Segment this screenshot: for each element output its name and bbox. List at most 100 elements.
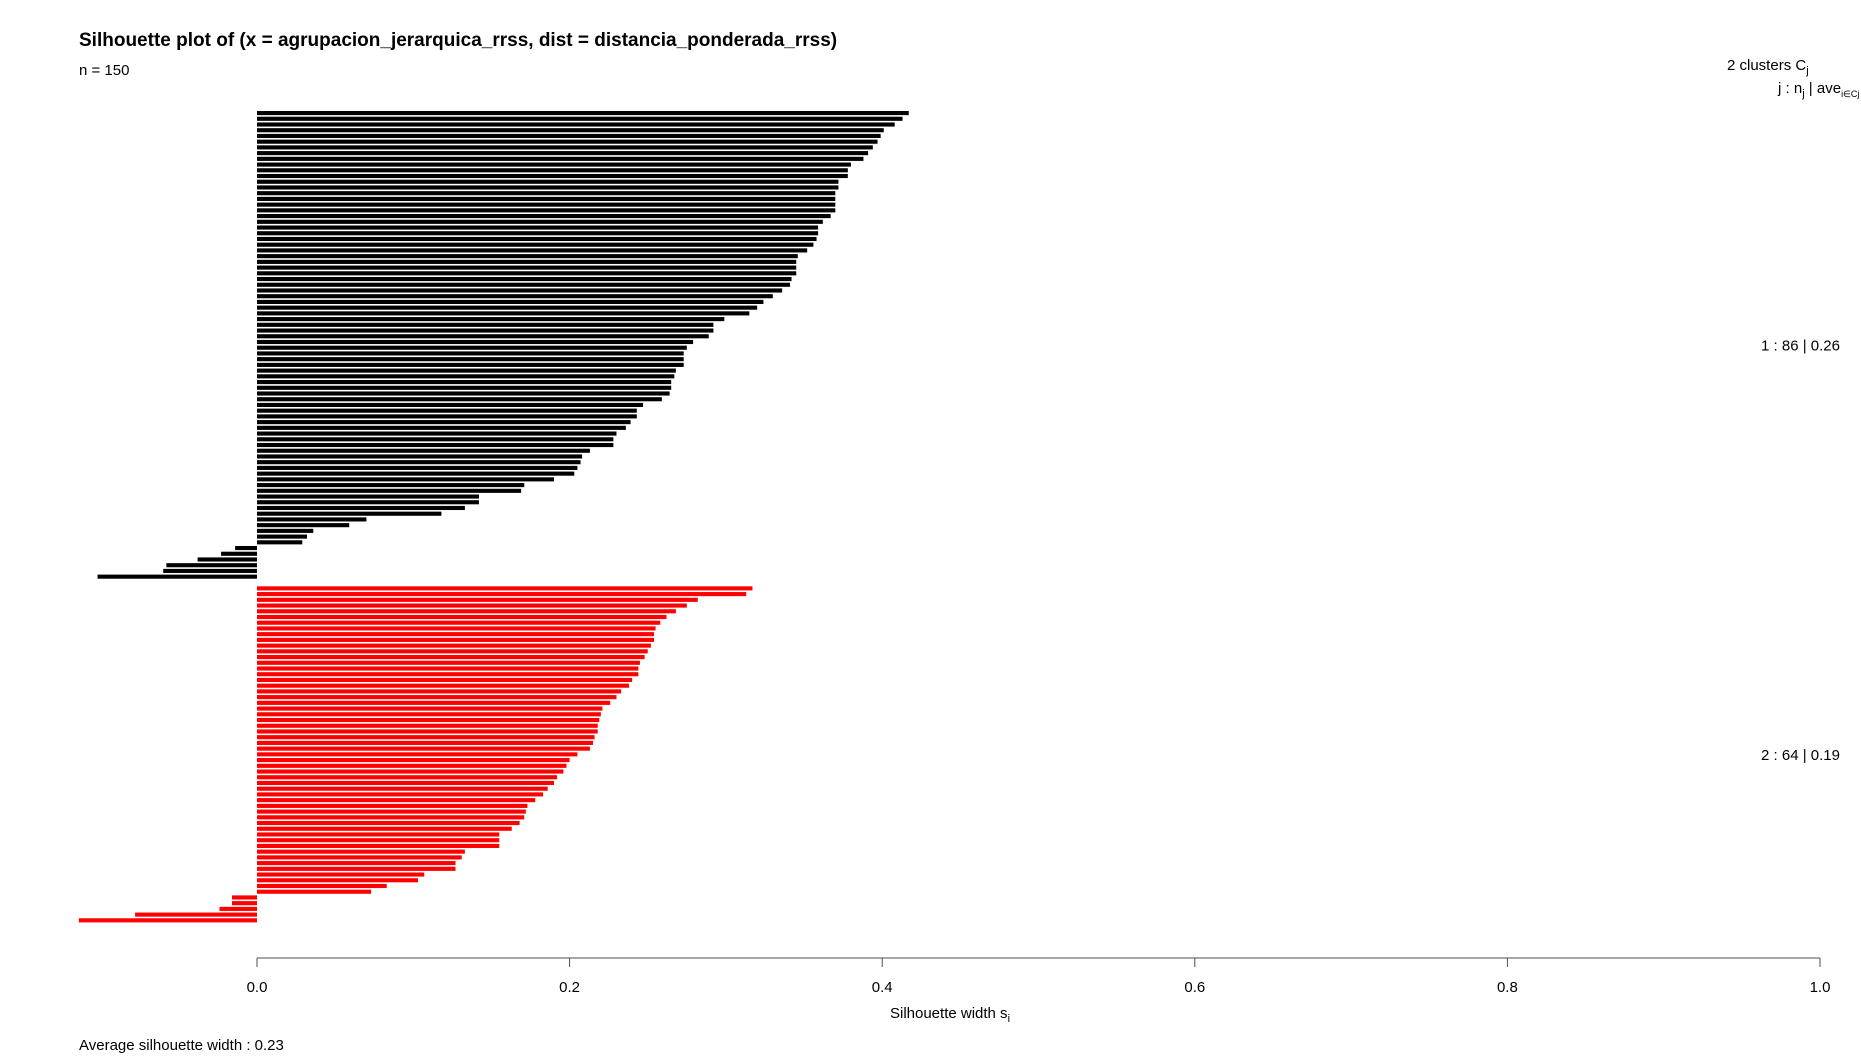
silhouette-bar-c1-62 [257,460,581,465]
silhouette-bar-c2-56 [231,901,257,906]
silhouette-bar-c1-4 [257,128,884,133]
silhouette-bar-c1-45 [257,362,684,367]
silhouette-bar-c1-21 [257,225,819,230]
silhouette-bar-c2-44 [257,832,500,837]
silhouette-bar-c1-65 [257,477,554,482]
silhouette-bar-c1-40 [257,334,709,339]
silhouette-bar-c1-49 [257,385,672,390]
silhouette-bar-c1-78 [221,551,257,556]
silhouette-bar-c1-51 [257,397,662,402]
silhouette-bar-c1-41 [257,339,694,345]
silhouette-bar-c1-1 [257,111,909,116]
silhouette-bar-c2-21 [257,700,611,705]
silhouette-bar-c2-24 [257,717,600,723]
x-tick-label-1: 0.2 [559,979,580,996]
silhouette-bar-c2-58 [135,912,257,917]
silhouette-bar-c1-42 [257,345,687,350]
silhouette-bar-c2-32 [257,763,567,768]
x-tick-label-5: 1.0 [1810,979,1831,996]
silhouette-bar-c2-14 [257,660,640,665]
silhouette-bar-c2-4 [257,603,687,608]
silhouette-bar-c1-22 [257,231,819,236]
silhouette-bar-c2-8 [257,626,656,631]
silhouette-bar-c2-16 [257,672,639,677]
silhouette-bar-c2-42 [257,820,520,826]
legend-header-line1-sub: j [1805,65,1808,77]
silhouette-bar-c1-46 [257,368,676,373]
silhouette-bar-c1-3 [257,122,895,127]
silhouette-bar-c1-10 [257,162,851,167]
silhouette-bar-c2-11 [257,643,651,648]
x-axis-label-text: Silhouette width s [890,1005,1008,1022]
silhouette-bar-c1-17 [257,202,836,207]
legend-header-line2-sub2: i∈Cj [1841,89,1859,99]
silhouette-bar-c2-26 [257,729,598,734]
silhouette-bar-c1-55 [257,420,631,425]
silhouette-bar-c2-5 [257,609,676,614]
silhouette-bar-c1-67 [257,488,522,493]
silhouette-bar-c2-6 [257,614,667,620]
silhouette-bar-c1-56 [257,425,626,430]
silhouette-bar-c1-27 [257,259,797,264]
silhouette-bar-c2-3 [257,597,698,602]
silhouette-bar-c2-49 [257,861,456,866]
silhouette-bar-c2-43 [257,826,512,831]
legend-header-line2: j : nj | avei∈Cj [1777,80,1859,100]
silhouette-bar-c1-37 [257,317,725,322]
silhouette-bar-c2-46 [257,843,500,848]
x-axis-label: Silhouette width si [890,1005,1010,1025]
silhouette-bar-c1-31 [257,282,790,287]
silhouette-bar-c1-44 [257,357,684,362]
average-silhouette-width: Average silhouette width : 0.23 [79,1037,284,1054]
silhouette-bar-c2-20 [257,695,617,700]
silhouette-bar-c1-26 [257,254,798,259]
silhouette-bar-c1-76 [257,540,303,545]
silhouette-bar-c1-80 [166,563,257,568]
silhouette-bar-c2-30 [257,752,578,757]
silhouette-bar-c1-72 [257,517,367,522]
silhouette-bar-c2-38 [257,798,536,803]
silhouette-bar-c1-43 [257,351,684,356]
x-tick-label-4: 0.8 [1497,979,1518,996]
silhouette-bar-c1-81 [163,568,257,573]
silhouette-bar-c1-59 [257,442,614,448]
silhouette-bar-c1-57 [257,431,617,436]
silhouette-bar-c1-68 [257,494,479,499]
silhouette-bar-c1-9 [257,156,864,161]
silhouette-bar-c2-18 [257,683,629,688]
silhouette-bar-c2-1 [257,586,753,591]
silhouette-bar-c2-55 [231,895,257,900]
x-tick-label-2: 0.4 [872,979,893,996]
silhouette-bar-c1-16 [257,196,836,201]
silhouette-bar-c1-39 [257,328,714,333]
silhouette-bar-c2-13 [257,655,645,660]
legend-header-line2-mid: | ave [1805,80,1841,97]
silhouette-bar-c2-48 [257,855,462,860]
silhouette-bar-c1-63 [257,465,578,470]
silhouette-bar-c2-29 [257,746,590,751]
x-tick-label-0: 0.0 [247,979,268,996]
silhouette-bar-c2-39 [257,803,528,808]
silhouette-bar-c1-32 [257,288,783,293]
silhouette-bar-c1-64 [257,471,575,476]
silhouette-bar-c2-51 [257,872,425,877]
silhouette-bar-c1-58 [257,437,614,442]
silhouette-bar-c1-48 [257,380,672,385]
legend-header-line2-sub: j [1801,88,1804,100]
silhouette-bar-c1-14 [257,185,839,190]
silhouette-bar-c1-73 [257,523,350,528]
silhouette-bar-c1-70 [257,505,465,511]
silhouette-bar-c1-5 [257,133,881,139]
cluster-label-1: 1 : 86 | 0.26 [1761,338,1840,355]
silhouette-bar-c2-35 [257,780,554,786]
silhouette-bar-c1-74 [257,528,314,533]
silhouette-bars [78,111,909,923]
silhouette-bar-c1-8 [257,151,869,156]
silhouette-bar-c1-19 [257,214,831,219]
silhouette-bar-c1-18 [257,208,836,213]
legend-header-line1: 2 clusters Cj [1727,57,1809,77]
silhouette-bar-c2-45 [257,838,500,843]
silhouette-bar-c1-34 [257,299,764,304]
silhouette-bar-c2-9 [257,632,655,637]
silhouette-bar-c1-13 [257,179,839,184]
